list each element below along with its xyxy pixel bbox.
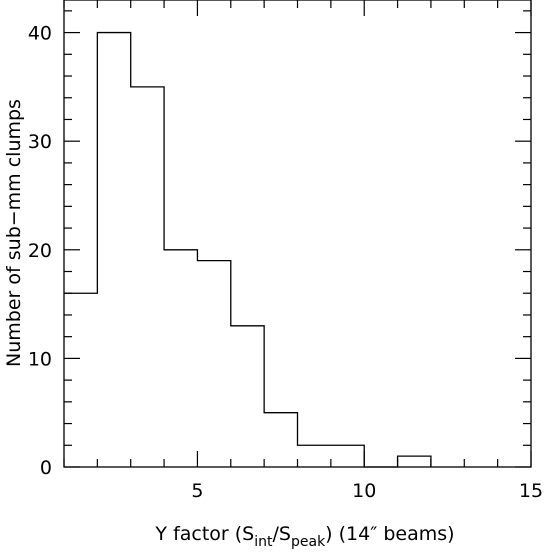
x-axis-title-suffix: ) (14″ beams) — [325, 523, 454, 545]
y-tick-label: 10 — [28, 348, 52, 370]
x-tick-label: 15 — [519, 480, 543, 502]
y-tick-label: 40 — [28, 23, 52, 45]
major-ticks — [64, 0, 532, 468]
y-tick-labels: 0 10 20 30 40 — [28, 23, 52, 479]
y-tick-label: 0 — [40, 457, 52, 479]
y-tick-label: 30 — [28, 131, 52, 153]
x-tick-label: 10 — [352, 480, 376, 502]
x-axis-title-sub-int: int — [254, 534, 273, 550]
x-axis-title-mid: /S — [273, 523, 291, 545]
x-tick-labels: 5 10 15 — [191, 480, 543, 502]
x-axis-title: Y factor (Sint/Speak) (14″ beams) — [154, 523, 454, 550]
x-axis-title-sub-peak: peak — [291, 534, 326, 550]
histogram-step-line — [64, 31, 432, 468]
minor-ticks — [63, 0, 531, 467]
y-tick-label: 20 — [28, 240, 52, 262]
y-axis-title: Number of sub−mm clumps — [3, 99, 25, 367]
plot-frame — [63, 0, 532, 468]
x-axis-title-prefix: Y factor (S — [154, 523, 254, 545]
x-tick-label: 5 — [191, 480, 203, 502]
